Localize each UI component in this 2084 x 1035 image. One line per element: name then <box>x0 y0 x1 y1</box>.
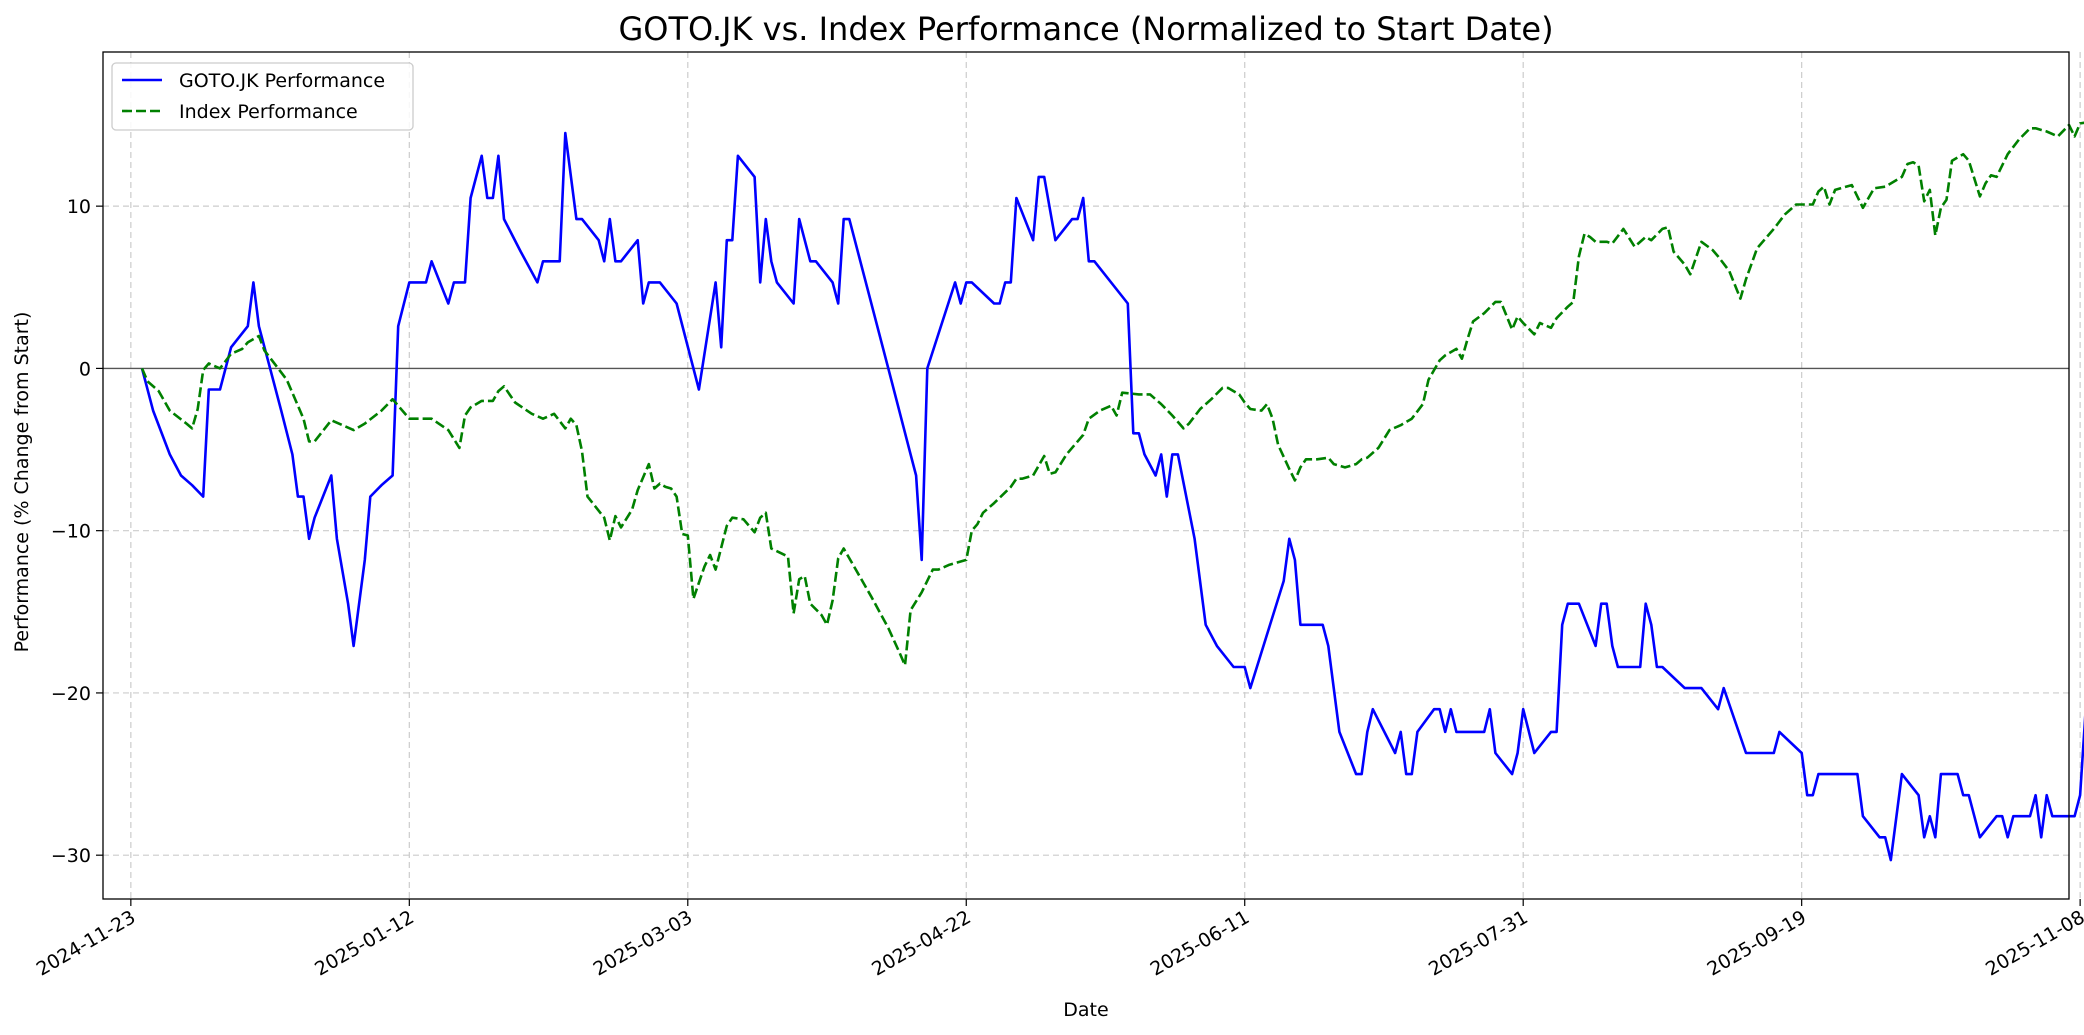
goto-performance-line <box>140 131 2084 862</box>
y-tick-label: −10 <box>51 521 91 543</box>
index-performance-line <box>140 121 2084 667</box>
legend-label-index: Index Performance <box>179 101 358 123</box>
series-layer <box>140 121 2084 862</box>
grid-layer <box>103 52 2081 899</box>
legend-box <box>111 62 414 131</box>
y-tick-label: −20 <box>51 683 91 705</box>
chart-title: GOTO.JK vs. Index Performance (Normalize… <box>618 10 1553 48</box>
plot-frame <box>102 51 2070 900</box>
y-tick-label: 0 <box>79 358 91 380</box>
y-axis-label: Performance (% Change from Start) <box>11 312 33 653</box>
y-tick-label: −30 <box>51 845 91 867</box>
y-tick-label: 10 <box>67 196 91 218</box>
legend-label-goto: GOTO.JK Performance <box>179 70 385 92</box>
x-axis-label: Date <box>1063 999 1108 1021</box>
legend: GOTO.JK Performance Index Performance <box>111 62 414 131</box>
